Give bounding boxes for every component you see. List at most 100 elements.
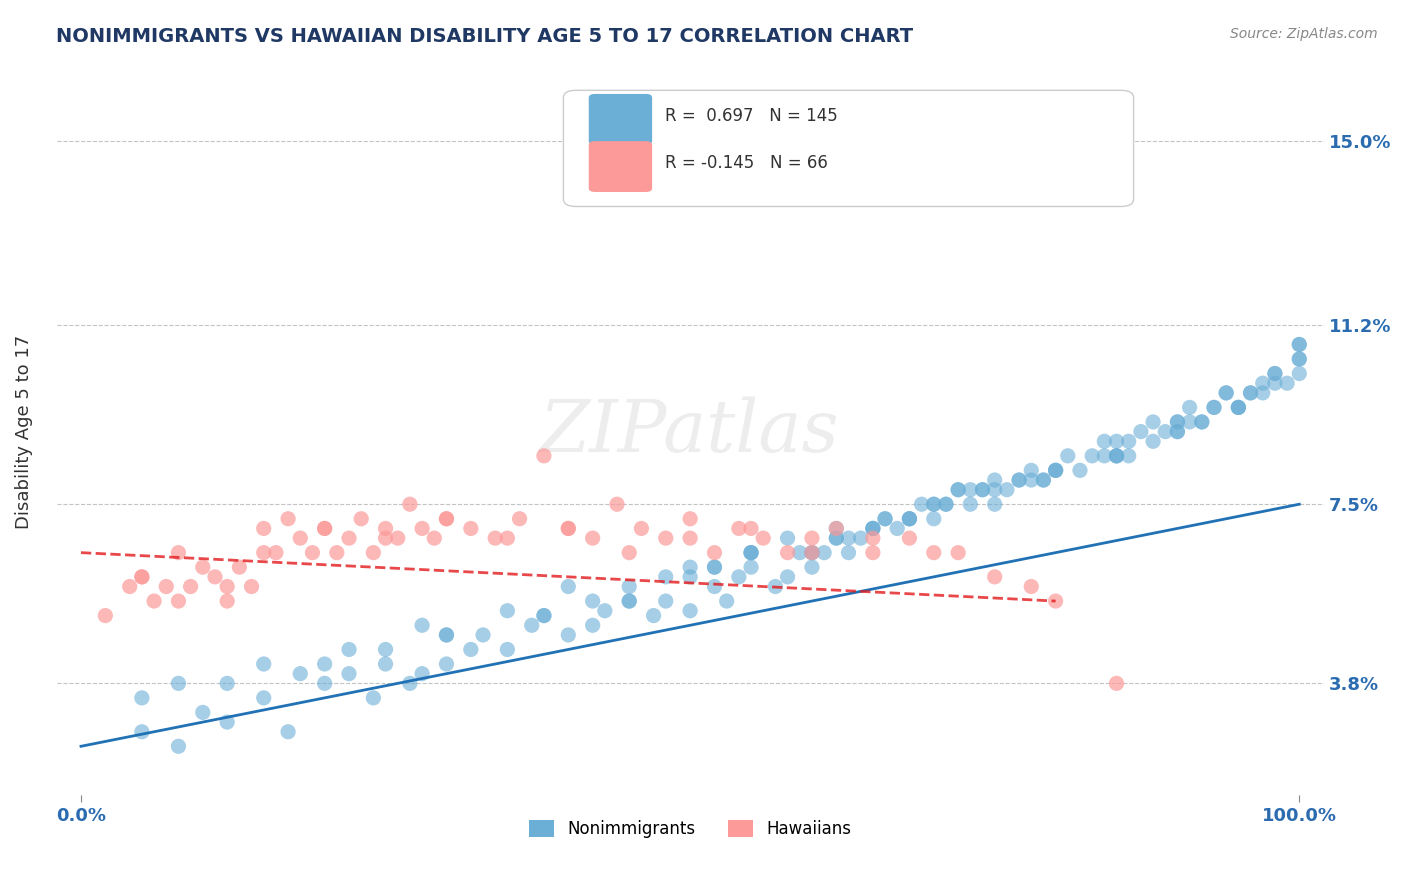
Point bbox=[825, 521, 848, 535]
Point bbox=[363, 546, 385, 560]
Point bbox=[277, 512, 299, 526]
Point bbox=[1056, 449, 1078, 463]
Point bbox=[399, 676, 422, 690]
Point bbox=[740, 546, 762, 560]
Y-axis label: Disability Age 5 to 17: Disability Age 5 to 17 bbox=[15, 334, 32, 529]
Point bbox=[763, 580, 786, 594]
Text: R = -0.145   N = 66: R = -0.145 N = 66 bbox=[665, 154, 828, 172]
Point bbox=[131, 724, 153, 739]
Point bbox=[703, 546, 725, 560]
Point bbox=[131, 570, 153, 584]
Point bbox=[643, 608, 665, 623]
Point bbox=[484, 531, 506, 545]
Point bbox=[337, 531, 360, 545]
Point bbox=[582, 618, 605, 632]
Point bbox=[703, 560, 725, 574]
Point bbox=[374, 521, 396, 535]
Point bbox=[533, 449, 555, 463]
Point bbox=[740, 546, 762, 560]
Point bbox=[983, 570, 1005, 584]
Point bbox=[825, 531, 848, 545]
Point bbox=[167, 739, 190, 754]
Point bbox=[217, 580, 239, 594]
Point bbox=[253, 657, 276, 671]
Point bbox=[217, 594, 239, 608]
Point bbox=[1288, 337, 1310, 351]
Point bbox=[1178, 401, 1201, 415]
Point bbox=[1129, 425, 1152, 439]
Point bbox=[1202, 401, 1225, 415]
Point bbox=[716, 594, 738, 608]
Point bbox=[800, 546, 823, 560]
Point bbox=[983, 483, 1005, 497]
Point bbox=[1045, 463, 1067, 477]
Point bbox=[898, 512, 921, 526]
Point bbox=[1154, 425, 1177, 439]
Point bbox=[1142, 434, 1164, 449]
Point bbox=[972, 483, 994, 497]
Point bbox=[1215, 385, 1237, 400]
Point bbox=[825, 521, 848, 535]
Point bbox=[472, 628, 495, 642]
Point bbox=[1092, 449, 1115, 463]
Point bbox=[898, 512, 921, 526]
Point bbox=[995, 483, 1018, 497]
Point bbox=[959, 497, 981, 511]
Point bbox=[191, 706, 214, 720]
Point bbox=[387, 531, 409, 545]
Point bbox=[557, 628, 579, 642]
Point bbox=[1227, 401, 1250, 415]
Point bbox=[460, 642, 482, 657]
Point bbox=[1019, 463, 1042, 477]
Text: R =  0.697   N = 145: R = 0.697 N = 145 bbox=[665, 107, 838, 125]
Point bbox=[679, 570, 702, 584]
Point bbox=[155, 580, 177, 594]
Point bbox=[935, 497, 957, 511]
Text: ZIPatlas: ZIPatlas bbox=[540, 396, 839, 467]
Text: Source: ZipAtlas.com: Source: ZipAtlas.com bbox=[1230, 27, 1378, 41]
Point bbox=[557, 521, 579, 535]
Point bbox=[314, 521, 336, 535]
Point bbox=[253, 690, 276, 705]
Point bbox=[314, 521, 336, 535]
Point bbox=[873, 512, 896, 526]
Point bbox=[1264, 367, 1286, 381]
Point bbox=[873, 512, 896, 526]
Point bbox=[143, 594, 166, 608]
FancyBboxPatch shape bbox=[589, 141, 652, 192]
Point bbox=[922, 546, 945, 560]
Point bbox=[131, 570, 153, 584]
Point bbox=[496, 604, 519, 618]
Point bbox=[679, 512, 702, 526]
Point bbox=[277, 724, 299, 739]
Point bbox=[411, 666, 433, 681]
Point bbox=[946, 483, 969, 497]
Point bbox=[1069, 463, 1091, 477]
Point bbox=[946, 483, 969, 497]
Point bbox=[217, 676, 239, 690]
Point bbox=[436, 657, 458, 671]
Point bbox=[1105, 449, 1128, 463]
Point bbox=[655, 570, 678, 584]
Point bbox=[1105, 449, 1128, 463]
Point bbox=[557, 580, 579, 594]
Point bbox=[728, 521, 751, 535]
Point bbox=[1045, 463, 1067, 477]
Point bbox=[1166, 425, 1188, 439]
Point bbox=[800, 546, 823, 560]
Point bbox=[374, 642, 396, 657]
Point bbox=[1239, 385, 1261, 400]
Point bbox=[1008, 473, 1031, 487]
Point bbox=[922, 497, 945, 511]
Point bbox=[983, 497, 1005, 511]
Point bbox=[1264, 367, 1286, 381]
Point bbox=[350, 512, 373, 526]
Point bbox=[849, 531, 872, 545]
Point bbox=[1275, 376, 1298, 391]
Point bbox=[862, 531, 884, 545]
Point bbox=[1288, 337, 1310, 351]
Point bbox=[789, 546, 811, 560]
Point bbox=[679, 531, 702, 545]
Point bbox=[1288, 367, 1310, 381]
Point bbox=[1105, 434, 1128, 449]
